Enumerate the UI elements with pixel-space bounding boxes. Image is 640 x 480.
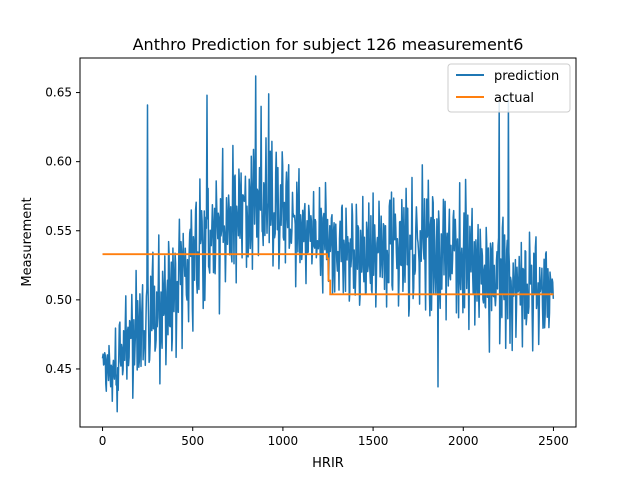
chart-title: Anthro Prediction for subject 126 measur… — [133, 35, 524, 54]
y-tick-label: 0.65 — [45, 86, 72, 100]
x-axis: 0 500 1000 1500 2000 2500 — [99, 427, 569, 448]
y-tick-label: 0.45 — [45, 362, 72, 376]
series-layer — [101, 75, 555, 413]
x-tick-label: 500 — [181, 434, 204, 448]
legend-label-prediction: prediction — [494, 69, 559, 84]
y-tick-label: 0.55 — [45, 224, 72, 238]
x-tick-label: 1500 — [358, 434, 389, 448]
series-actual-line — [102, 253, 554, 296]
y-axis: 0.45 0.50 0.55 0.60 0.65 — [45, 86, 80, 376]
y-tick-label: 0.50 — [45, 293, 72, 307]
axes-frame — [79, 57, 577, 428]
x-axis-label: HRIR — [312, 456, 344, 471]
x-tick-label: 2000 — [448, 434, 479, 448]
x-tick-label: 1000 — [268, 434, 299, 448]
x-tick-label: 2500 — [538, 434, 569, 448]
y-tick-label: 0.60 — [45, 155, 72, 169]
series-prediction-line — [101, 75, 555, 413]
legend-label-actual: actual — [494, 91, 534, 106]
legend: prediction actual — [447, 63, 571, 113]
x-tick-label: 0 — [99, 434, 107, 448]
plot-area — [79, 57, 577, 428]
y-axis-label: Measurement — [20, 197, 35, 286]
